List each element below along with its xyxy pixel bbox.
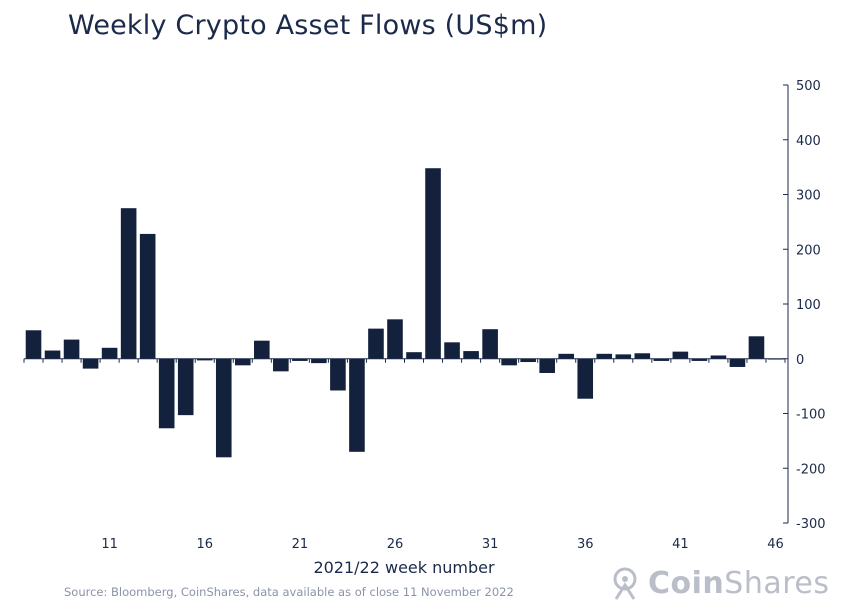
y-axis: 500 400 300 200 100 0 -100 -200 -300 — [783, 79, 826, 532]
y-tick-label: 300 — [796, 189, 821, 204]
y-tick-label: 500 — [796, 79, 821, 94]
bar-week-39 — [634, 353, 651, 359]
bar-week-10 — [82, 358, 99, 369]
bar-week-22 — [311, 358, 327, 364]
y-tick-label: 0 — [796, 353, 804, 368]
bar-week-42 — [691, 358, 708, 361]
y-tick-label: -300 — [796, 517, 826, 532]
bar-week-38 — [615, 354, 632, 359]
x-tick-label: 16 — [196, 537, 213, 552]
bar-week-13 — [139, 233, 156, 359]
bar-week-30 — [463, 351, 479, 359]
coinshares-logo: CoinShares — [610, 563, 829, 603]
bar-week-43 — [710, 355, 727, 359]
bar-week-41 — [672, 351, 689, 359]
y-tick-label: -100 — [796, 408, 826, 423]
bar-week-37 — [596, 353, 613, 359]
bar-week-8 — [44, 350, 61, 359]
y-tick-label: 400 — [796, 134, 821, 149]
bar-week-25 — [368, 328, 384, 359]
bar-week-40 — [653, 358, 670, 361]
bar-week-16 — [196, 358, 213, 361]
bar-week-29 — [444, 342, 460, 359]
bar-week-12 — [120, 208, 137, 359]
chart-title: Weekly Crypto Asset Flows (US$m) — [68, 10, 548, 41]
bar-week-28 — [425, 168, 441, 359]
bar-week-44 — [729, 358, 746, 367]
bar-week-45 — [748, 336, 765, 359]
y-tick-label: 200 — [796, 243, 821, 258]
y-tick-label: -200 — [796, 462, 826, 477]
x-tick-label: 26 — [387, 537, 404, 552]
bar-week-20 — [273, 358, 289, 372]
bar-week-17 — [215, 358, 232, 458]
x-tick-label: 46 — [767, 537, 784, 552]
bar-week-31 — [482, 329, 498, 359]
coinshares-logo-icon — [613, 567, 637, 600]
source-note: Source: Bloomberg, CoinShares, data avai… — [64, 585, 514, 599]
bar-week-21 — [292, 358, 308, 361]
y-tick-label: 100 — [796, 298, 821, 313]
bar-week-32 — [501, 358, 517, 366]
bar-week-27 — [406, 352, 422, 359]
bar-week-18 — [234, 358, 251, 366]
bar-week-35 — [558, 353, 575, 359]
bar-week-14 — [158, 358, 175, 429]
bar-week-23 — [330, 358, 346, 391]
x-tick-label: 36 — [577, 537, 594, 552]
bar-week-26 — [387, 319, 403, 359]
bar-week-33 — [520, 358, 536, 363]
bar-week-34 — [539, 358, 555, 373]
logo-wordmark: CoinShares — [648, 565, 830, 601]
x-tick-label: 21 — [292, 537, 309, 552]
x-axis-label: 2021/22 week number — [313, 558, 495, 577]
bar-week-15 — [177, 358, 194, 416]
bar-week-36 — [577, 358, 594, 399]
x-axis-ticks: 11 16 21 26 31 36 41 46 — [101, 537, 783, 552]
bar-week-19 — [254, 340, 270, 359]
bar-week-9 — [63, 339, 80, 359]
bars-layer — [23, 168, 786, 458]
bar-week-11 — [101, 347, 118, 359]
x-tick-label: 11 — [101, 537, 118, 552]
bar-week-24 — [349, 358, 365, 452]
bar-week-7 — [25, 330, 42, 359]
x-tick-label: 41 — [672, 537, 689, 552]
x-tick-label: 31 — [482, 537, 499, 552]
